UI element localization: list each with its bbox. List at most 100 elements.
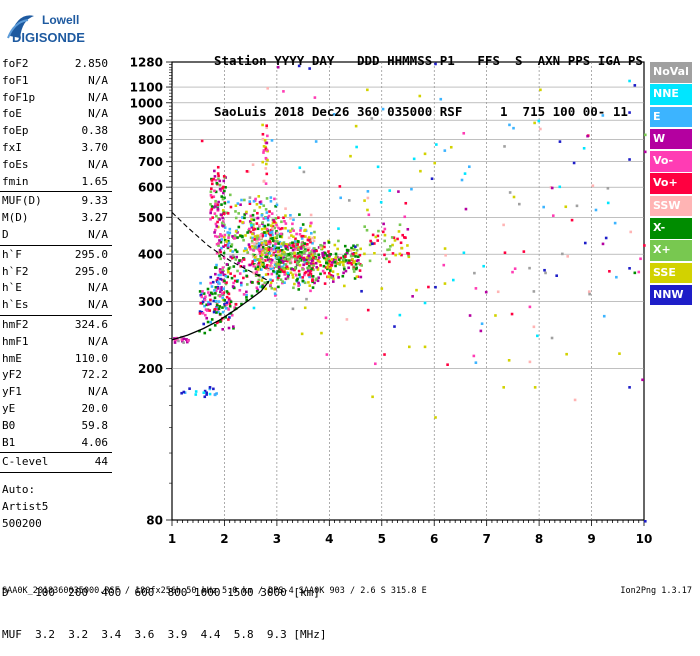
param-label: hmF1 bbox=[2, 334, 29, 348]
echo-point bbox=[303, 258, 306, 262]
echo-point bbox=[220, 221, 224, 225]
echo-point bbox=[305, 258, 308, 261]
echo-point bbox=[258, 224, 261, 227]
param-label: fmin bbox=[2, 174, 29, 188]
echo-point bbox=[245, 290, 248, 294]
logo-line1: Lowell bbox=[42, 13, 79, 27]
echo-point bbox=[533, 386, 537, 389]
echo-point bbox=[550, 336, 554, 340]
echo-point bbox=[252, 218, 256, 222]
echo-point bbox=[281, 252, 284, 256]
echo-point bbox=[383, 239, 387, 243]
echo-point bbox=[291, 273, 294, 277]
echo-point bbox=[265, 126, 269, 130]
echo-point bbox=[272, 269, 275, 273]
echo-point bbox=[263, 138, 267, 142]
echo-point bbox=[435, 143, 438, 146]
echo-point bbox=[474, 361, 478, 364]
echo-point bbox=[310, 267, 313, 271]
echo-point bbox=[213, 234, 217, 238]
ionogram-plot: 1 2 3 4 5 6 7 8 9 10 80 200 300 400 500 600 700 800 900 100… bbox=[130, 56, 653, 547]
param-label: fxI bbox=[2, 140, 22, 154]
echo-point bbox=[291, 248, 295, 252]
echo-point bbox=[305, 297, 308, 301]
scaled-parameters-panel: foF2 2.850 foF1 N/A foF1p N/A foE N/A foEp 0.38 fx… bbox=[0, 56, 112, 474]
echo-point bbox=[218, 305, 222, 308]
echo-point bbox=[254, 245, 257, 249]
param-value: 59.8 bbox=[81, 418, 109, 432]
echo-point bbox=[216, 308, 219, 311]
echo-point bbox=[218, 183, 222, 187]
echo-point bbox=[298, 259, 301, 262]
echo-point bbox=[297, 288, 301, 291]
echo-point bbox=[230, 244, 233, 248]
echo-point bbox=[312, 239, 316, 243]
echo-point bbox=[182, 337, 186, 341]
echo-point bbox=[279, 245, 283, 248]
echo-point bbox=[209, 275, 213, 279]
echo-point bbox=[352, 253, 355, 256]
param-row: yF1 N/A bbox=[0, 384, 112, 401]
echo-point bbox=[404, 201, 408, 205]
param-separator bbox=[0, 314, 112, 316]
echo-point bbox=[302, 249, 306, 253]
echo-point bbox=[271, 247, 275, 251]
echo-point bbox=[502, 223, 505, 227]
echo-point bbox=[302, 246, 306, 249]
echo-point bbox=[363, 199, 366, 202]
echo-point bbox=[334, 256, 337, 260]
echo-point bbox=[303, 273, 306, 277]
echo-point bbox=[271, 227, 275, 230]
echo-point bbox=[604, 236, 608, 240]
param-label: MUF(D) bbox=[2, 194, 42, 208]
echo-point bbox=[186, 339, 190, 342]
echo-point bbox=[227, 241, 231, 245]
echo-point bbox=[352, 244, 355, 248]
echo-point bbox=[258, 258, 262, 261]
echo-point bbox=[252, 306, 256, 310]
echo-point bbox=[307, 265, 311, 268]
echo-point bbox=[618, 352, 621, 355]
auto-label: Auto: bbox=[2, 483, 36, 496]
echo-point bbox=[390, 236, 394, 239]
echo-point bbox=[216, 165, 220, 169]
echo-point bbox=[289, 229, 292, 233]
echo-point bbox=[308, 271, 312, 275]
echo-point bbox=[328, 271, 331, 275]
echo-point bbox=[300, 242, 304, 246]
echo-point bbox=[591, 184, 595, 188]
echo-point bbox=[259, 285, 262, 289]
echo-point bbox=[287, 236, 291, 240]
echo-point bbox=[253, 242, 256, 246]
echo-point bbox=[324, 258, 328, 261]
echo-point bbox=[342, 255, 345, 258]
echo-point bbox=[233, 234, 237, 237]
echo-point bbox=[269, 224, 273, 227]
echo-point bbox=[323, 245, 326, 249]
echo-point bbox=[220, 288, 223, 292]
echo-point bbox=[317, 253, 320, 257]
echo-point bbox=[508, 191, 512, 194]
echo-point bbox=[278, 235, 282, 238]
echo-point bbox=[212, 195, 216, 199]
x-tick-label: 7 bbox=[482, 532, 490, 546]
echo-point bbox=[558, 140, 562, 143]
echo-point bbox=[267, 223, 270, 227]
echo-point bbox=[310, 259, 314, 262]
echo-point bbox=[227, 300, 231, 303]
echo-point bbox=[217, 310, 220, 314]
echo-point bbox=[311, 241, 314, 245]
echo-point bbox=[439, 97, 443, 101]
echo-point bbox=[217, 174, 220, 178]
echo-point bbox=[265, 141, 269, 145]
x-trace-point bbox=[224, 316, 228, 319]
param-row: foF2 2.850 bbox=[0, 56, 112, 73]
param-row: MUF(D) 9.33 bbox=[0, 193, 112, 210]
echo-point bbox=[213, 393, 217, 397]
echo-point bbox=[285, 265, 289, 269]
echo-point bbox=[261, 261, 265, 265]
echo-point bbox=[242, 276, 245, 280]
echo-point bbox=[298, 275, 302, 279]
echo-point bbox=[264, 234, 267, 238]
echo-point bbox=[302, 251, 306, 254]
